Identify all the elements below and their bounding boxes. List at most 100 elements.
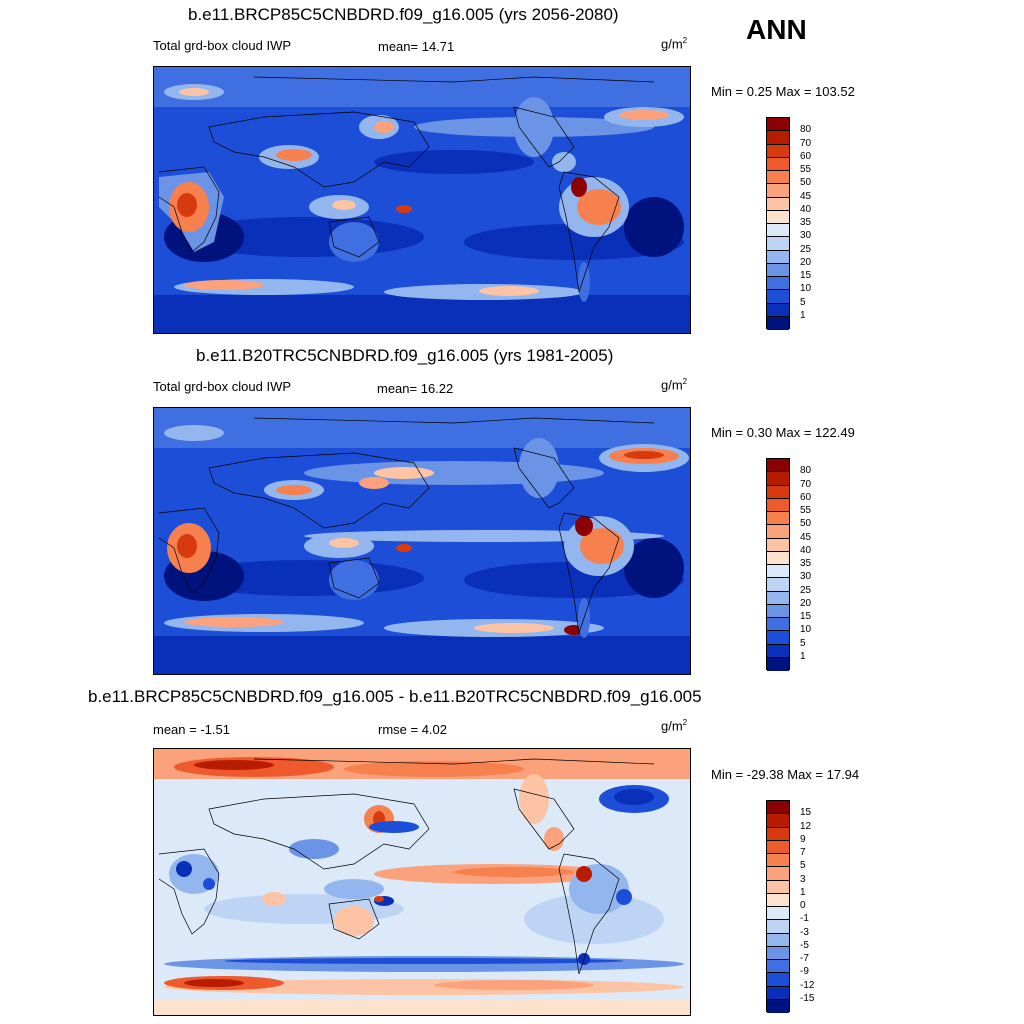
panel3-mean: mean = -1.51: [153, 722, 230, 737]
colorbar-swatch: [767, 854, 789, 868]
colorbar-swatch: [767, 237, 789, 251]
colorbar-swatch: [767, 525, 789, 539]
panel3-title: b.e11.BRCP85C5CNBDRD.f09_g16.005 - b.e11…: [88, 687, 702, 706]
season-label: ANN: [746, 14, 807, 45]
colorbar-tick-label: 20: [800, 597, 812, 609]
panel1-mean: mean= 14.71: [378, 39, 455, 54]
panel3-minmax: Min = -29.38 Max = 17.94: [711, 767, 860, 782]
colorbar-swatch: [767, 827, 789, 841]
colorbar-tick-label: 30: [800, 571, 812, 583]
colorbar-tick-label: 60: [800, 150, 812, 162]
panel2-variable-label: Total grd-box cloud IWP: [153, 379, 292, 394]
colorbar-swatch: [767, 316, 789, 330]
colorbar-swatch: [767, 303, 789, 317]
panel3-map: [153, 748, 691, 1016]
colorbar-swatch: [767, 131, 789, 145]
colorbar-tick-label: 15: [800, 270, 812, 281]
colorbar-tick-label: 1: [800, 650, 806, 662]
colorbar-tick-label: 5: [800, 296, 806, 308]
colorbar-tick-label: 1: [800, 886, 806, 898]
colorbar-tick-label: 80: [800, 465, 812, 477]
colorbar-swatch: [767, 973, 789, 987]
colorbar-tick-label: 55: [800, 164, 812, 175]
colorbar-swatch: [767, 814, 789, 828]
panel2-minmax: Min = 0.30 Max = 122.49: [711, 425, 855, 440]
colorbar-tick-label: 25: [800, 243, 812, 255]
colorbar-tick-label: 20: [800, 256, 812, 268]
colorbar-tick-label: 60: [800, 491, 812, 503]
colorbar-swatch: [767, 631, 789, 645]
colorbar-swatch: [767, 144, 789, 158]
colorbar-tick-label: 15: [800, 611, 812, 622]
colorbar-swatch: [767, 618, 789, 632]
panel2-map: [153, 407, 691, 675]
colorbar-tick-label: 25: [800, 584, 812, 596]
colorbar-tick-label: -1: [800, 913, 809, 925]
colorbar-swatch: [767, 986, 789, 1000]
colorbar-swatch: [767, 459, 789, 473]
colorbar-swatch: [767, 933, 789, 947]
panel1-colorbar: [766, 117, 790, 330]
colorbar-swatch: [767, 907, 789, 921]
colorbar-tick-label: -5: [800, 939, 809, 951]
colorbar-tick-label: -15: [800, 992, 815, 1004]
colorbar-swatch: [767, 171, 789, 185]
colorbar-swatch: [767, 197, 789, 211]
colorbar-swatch: [767, 498, 789, 512]
colorbar-swatch: [767, 840, 789, 854]
panel2-title: b.e11.B20TRC5CNBDRD.f09_g16.005 (yrs 198…: [196, 346, 614, 365]
colorbar-swatch: [767, 801, 789, 815]
colorbar-swatch: [767, 538, 789, 552]
colorbar-swatch: [767, 960, 789, 974]
colorbar-swatch: [767, 867, 789, 881]
colorbar-swatch: [767, 565, 789, 579]
colorbar-tick-label: 5: [800, 637, 806, 649]
colorbar-swatch: [767, 290, 789, 304]
colorbar-tick-label: 7: [800, 847, 806, 858]
colorbar-swatch: [767, 880, 789, 894]
colorbar-tick-label: 80: [800, 124, 812, 136]
panel1-variable-label: Total grd-box cloud IWP: [153, 38, 292, 53]
colorbar-swatch: [767, 644, 789, 658]
colorbar-tick-label: 5: [800, 860, 806, 872]
panel1-title: b.e11.BRCP85C5CNBDRD.f09_g16.005 (yrs 20…: [188, 5, 619, 24]
colorbar-tick-label: -12: [800, 979, 815, 991]
colorbar-swatch: [767, 118, 789, 132]
colorbar-tick-label: 15: [800, 807, 812, 819]
colorbar-swatch: [767, 512, 789, 526]
colorbar-tick-label: 35: [800, 217, 812, 228]
colorbar-tick-label: 1: [800, 309, 806, 321]
colorbar-tick-label: 10: [800, 283, 812, 295]
colorbar-tick-label: 45: [800, 190, 812, 202]
colorbar-tick-label: 35: [800, 558, 812, 569]
colorbar-swatch: [767, 657, 789, 671]
colorbar-swatch: [767, 250, 789, 264]
colorbar-swatch: [767, 224, 789, 238]
colorbar-tick-label: 45: [800, 531, 812, 543]
colorbar-swatch: [767, 157, 789, 171]
panel1-minmax: Min = 0.25 Max = 103.52: [711, 84, 855, 99]
colorbar-tick-label: 50: [800, 177, 812, 189]
panel1-map: [153, 66, 691, 334]
colorbar-swatch: [767, 485, 789, 499]
colorbar-tick-label: 40: [800, 203, 812, 215]
colorbar-tick-label: -3: [800, 926, 809, 938]
colorbar-swatch: [767, 604, 789, 618]
panel1-units: g/m2: [661, 36, 688, 52]
colorbar-swatch: [767, 263, 789, 277]
colorbar-tick-label: -7: [800, 953, 809, 964]
colorbar-swatch: [767, 920, 789, 934]
colorbar-swatch: [767, 946, 789, 960]
colorbar-tick-label: 0: [800, 900, 806, 911]
colorbar-swatch: [767, 551, 789, 565]
colorbar-swatch: [767, 184, 789, 198]
colorbar-tick-label: 40: [800, 544, 812, 556]
colorbar-swatch: [767, 472, 789, 486]
colorbar-tick-label: 70: [800, 137, 812, 149]
colorbar-swatch: [767, 277, 789, 291]
colorbar-swatch: [767, 210, 789, 224]
colorbar-swatch: [767, 591, 789, 605]
colorbar-tick-label: 70: [800, 478, 812, 490]
colorbar-tick-label: 9: [800, 833, 806, 845]
panel2-colorbar: [766, 458, 790, 671]
